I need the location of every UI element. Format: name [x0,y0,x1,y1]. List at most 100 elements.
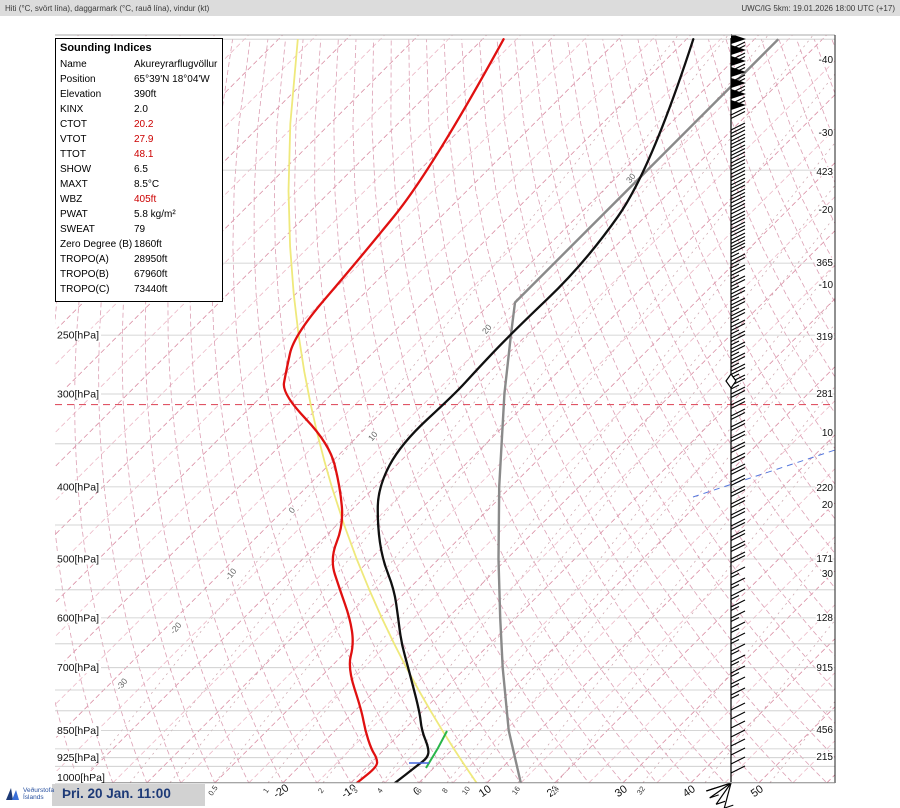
max-temp-adiabat-line [287,39,478,783]
indices-row: SHOW 6.5 [60,162,218,177]
index-value: 6.5 [134,164,148,175]
index-label: MAXT [60,179,88,190]
index-value: 405ft [134,194,157,205]
standard-atmosphere-line [497,38,780,783]
svg-text:171: 171 [816,554,833,565]
svg-text:300[hPa]: 300[hPa] [57,389,99,401]
svg-text:850[hPa]: 850[hPa] [57,725,99,737]
svg-text:8: 8 [440,786,450,795]
index-value: 65°39'N 18°04'W [134,74,210,85]
svg-text:220: 220 [816,483,833,494]
svg-text:6: 6 [414,786,424,795]
svg-text:10: 10 [822,428,834,439]
svg-text:128: 128 [816,613,833,624]
svg-text:250[hPa]: 250[hPa] [57,330,99,342]
indices-row: TROPO(C) 73440ft [60,282,218,297]
logo-text: Veðurstofa Íslands [23,786,55,801]
indices-row: Position 65°39'N 18°04'W [60,72,218,87]
index-label: VTOT [60,134,87,145]
indices-row: WBZ 405ft [60,192,218,207]
header-model-run-text: UWC/IG 5km: 19.01.2026 18:00 UTC (+17) [741,3,895,13]
footer-date-band [52,784,205,806]
svg-text:1: 1 [261,786,271,795]
tropopause-marker-diamond [725,372,737,390]
index-label: CTOT [60,119,88,130]
dewpoint-curve [282,38,505,783]
index-value: 2.0 [134,104,148,115]
svg-text:500[hPa]: 500[hPa] [57,554,99,566]
pressure-axis-labels: 250[hPa] 300[hPa] 400[hPa] 500[hPa] 600[hPa]… [55,328,105,784]
indices-row: CTOT 20.2 [60,117,218,132]
index-value: 73440ft [134,284,168,295]
index-label: Elevation [60,89,102,100]
index-value: 28950ft [134,254,168,265]
svg-text:2: 2 [316,786,326,795]
plot-area [55,35,835,783]
svg-text:456: 456 [816,725,833,736]
svg-text:20: 20 [822,500,834,511]
index-label: SHOW [60,164,92,175]
index-value: 20.2 [134,119,154,130]
index-label: Position [60,74,96,85]
blue-dashed-line [692,449,835,498]
svg-text:-30: -30 [819,128,834,139]
index-value: 79 [134,224,146,235]
index-label: KINX [60,104,84,115]
indices-row: Elevation 390ft [60,87,218,102]
indices-row: TROPO(B) 67960ft [60,267,218,282]
wind-barbs [706,34,746,808]
svg-text:3: 3 [350,786,360,795]
footer-valid-time: Þri. 20 Jan. 11:00 [62,786,171,801]
parcel-green-line [425,730,448,769]
indices-title: Sounding Indices [60,42,152,54]
index-value: Akureyrarflugvöllur [134,59,218,70]
svg-text:423: 423 [816,167,833,178]
header-legend-text: Hiti (°C, svört lína), daggarmark (°C, r… [5,3,210,13]
svg-text:1000[hPa]: 1000[hPa] [57,772,105,784]
index-label: Zero Degree (B) [60,239,133,250]
svg-text:319: 319 [816,332,833,343]
index-value: 1860ft [134,239,162,250]
svg-text:-10: -10 [819,280,834,291]
index-value: 67960ft [134,269,168,280]
temperature-curve [376,38,695,783]
index-value: 8.5°C [134,179,160,190]
right-axis-labels: -40 -30 423 -20 365 -10 319 281 10 220 20 171 30 128 9… [815,54,835,765]
index-label: WBZ [60,194,83,205]
header-bar: Hiti (°C, svört lína), daggarmark (°C, r… [0,0,900,16]
logo-flag-icon [6,788,19,800]
svg-text:-20: -20 [819,205,834,216]
met-office-logo: Veðurstofa Íslands [5,786,54,802]
indices-row: Zero Degree (B) 1860ft [60,237,218,252]
index-label: TROPO(B) [60,269,109,280]
svg-text:-40: -40 [819,55,834,66]
index-value: 5.8 kg/m² [134,209,176,220]
index-label: Name [60,59,87,70]
index-label: TTOT [60,149,86,160]
indices-rows: Name Akureyrarflugvöllur Position 65°39'N 1… [60,57,218,297]
svg-text:700[hPa]: 700[hPa] [57,662,99,674]
indices-row: TTOT 48.1 [60,147,218,162]
index-label: TROPO(C) [60,284,110,295]
grid-isotherms [55,35,835,783]
svg-text:4: 4 [375,786,385,795]
sounding-indices-panel: Sounding Indices Name Akureyrarflugvöllur… [55,38,223,302]
indices-row: VTOT 27.9 [60,132,218,147]
svg-text:281: 281 [816,389,833,400]
index-label: PWAT [60,209,88,220]
index-value: 48.1 [134,149,154,160]
indices-row: Name Akureyrarflugvöllur [60,57,218,72]
index-label: SWEAT [60,224,95,235]
svg-text:400[hPa]: 400[hPa] [57,481,99,493]
indices-row: MAXT 8.5°C [60,177,218,192]
svg-text:600[hPa]: 600[hPa] [57,612,99,624]
index-value: 27.9 [134,134,154,145]
svg-text:30: 30 [822,569,834,580]
index-label: TROPO(A) [60,254,109,265]
indices-row: TROPO(A) 28950ft [60,252,218,267]
index-value: 390ft [134,89,157,100]
svg-text:365: 365 [816,258,833,269]
svg-text:215: 215 [816,752,833,763]
